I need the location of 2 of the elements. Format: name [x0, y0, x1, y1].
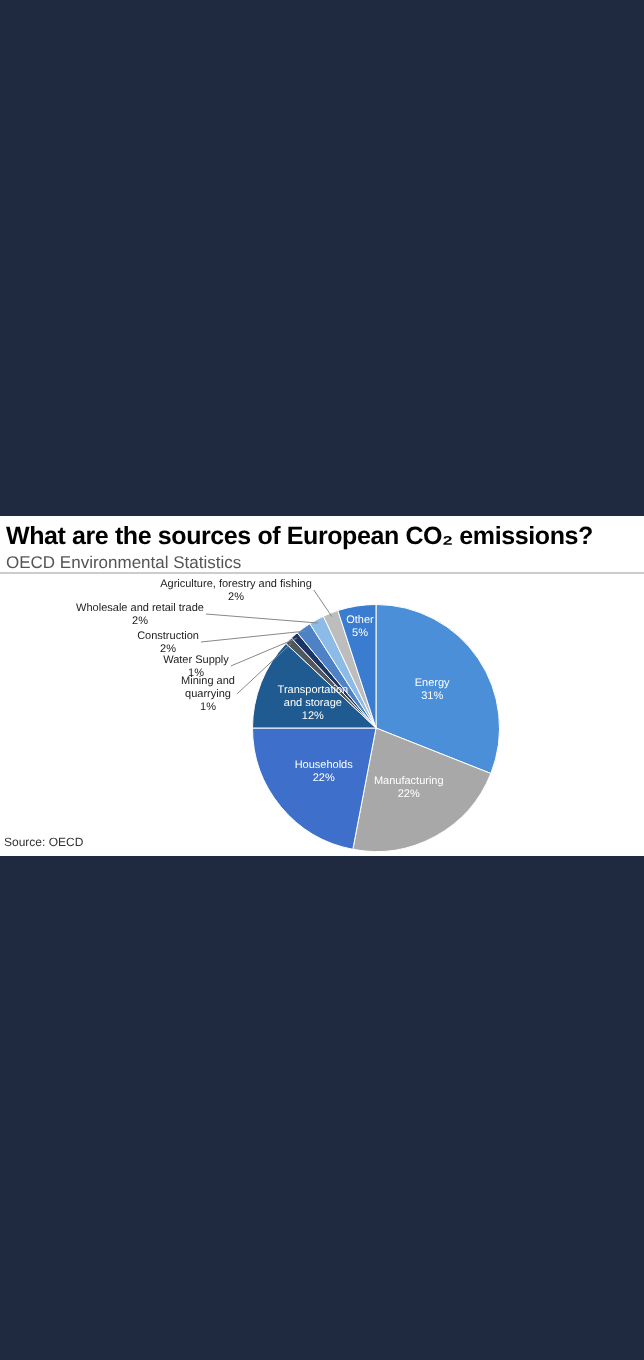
chart-subtitle: OECD Environmental Statistics [6, 552, 242, 572]
chart-title: What are the sources of European CO₂ emissions? [6, 522, 593, 550]
